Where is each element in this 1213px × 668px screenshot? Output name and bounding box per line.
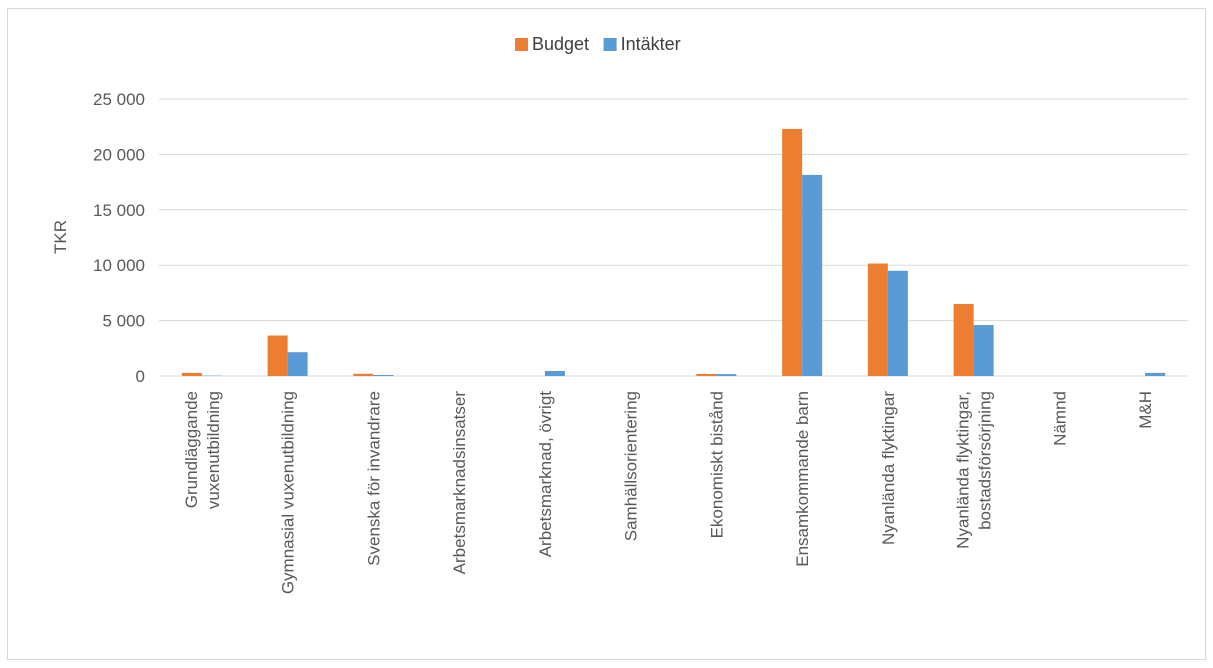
y-tick-label: 25 000 bbox=[93, 90, 145, 109]
bar-budget bbox=[267, 335, 288, 376]
legend-swatch bbox=[515, 38, 528, 51]
x-tick-label: vuxenutbildning bbox=[204, 391, 223, 509]
y-tick-label: 10 000 bbox=[93, 256, 145, 275]
y-tick-label: 15 000 bbox=[93, 201, 145, 220]
x-tick-label: Nyanlända flyktingar bbox=[879, 391, 898, 545]
bar-budget bbox=[353, 373, 374, 376]
bar-budget bbox=[782, 128, 803, 376]
x-tick-label: Ekonomiskt bistånd bbox=[707, 391, 726, 538]
bar-intäkter bbox=[1145, 372, 1166, 376]
legend-label: Budget bbox=[532, 34, 589, 54]
bar-budget bbox=[867, 263, 888, 376]
bar-budget bbox=[696, 374, 717, 376]
x-tick-label: M&H bbox=[1136, 391, 1155, 429]
x-tick-label: Nyanlända flyktingar, bbox=[954, 391, 973, 549]
x-tick-label: Ensamkommande barn bbox=[793, 391, 812, 567]
bar-intäkter bbox=[802, 174, 823, 376]
bar-intäkter bbox=[973, 325, 994, 376]
bar-budget bbox=[953, 303, 974, 376]
y-tick-label: 20 000 bbox=[93, 145, 145, 164]
x-tick-label: bostadsförsörjning bbox=[976, 391, 995, 530]
x-tick-label: Arbetsmarknadsinsatser bbox=[450, 391, 469, 575]
bar-intäkter bbox=[716, 374, 737, 376]
y-tick-label: 0 bbox=[136, 367, 145, 386]
bar-intäkter bbox=[887, 270, 908, 376]
bar-intäkter bbox=[373, 375, 394, 376]
y-tick-label: 5 000 bbox=[102, 312, 145, 331]
x-tick-label: Grundläggande bbox=[182, 391, 201, 508]
bar-chart: 0 5 000 10 000 15 000 20 000 25 000 TKR Grundlä… bbox=[51, 34, 1188, 594]
x-tick-label: Gymnasial vuxenutbildning bbox=[279, 391, 298, 594]
bar-intäkter bbox=[544, 371, 565, 376]
bar-intäkter bbox=[287, 352, 308, 376]
legend-swatch bbox=[603, 38, 617, 51]
x-tick-label: Nämnd bbox=[1050, 391, 1069, 446]
chart-frame: 0 5 000 10 000 15 000 20 000 25 000 TKR Grundlä… bbox=[7, 8, 1206, 660]
x-tick-label: Arbetsmarknad, övrigt bbox=[536, 391, 555, 558]
x-tick-label: Samhällsorientering bbox=[622, 391, 641, 541]
bar-budget bbox=[181, 372, 202, 376]
legend-label: Intäkter bbox=[621, 34, 681, 54]
x-tick-label: Svenska för invandrare bbox=[364, 391, 383, 566]
y-axis-title: TKR bbox=[51, 220, 70, 254]
